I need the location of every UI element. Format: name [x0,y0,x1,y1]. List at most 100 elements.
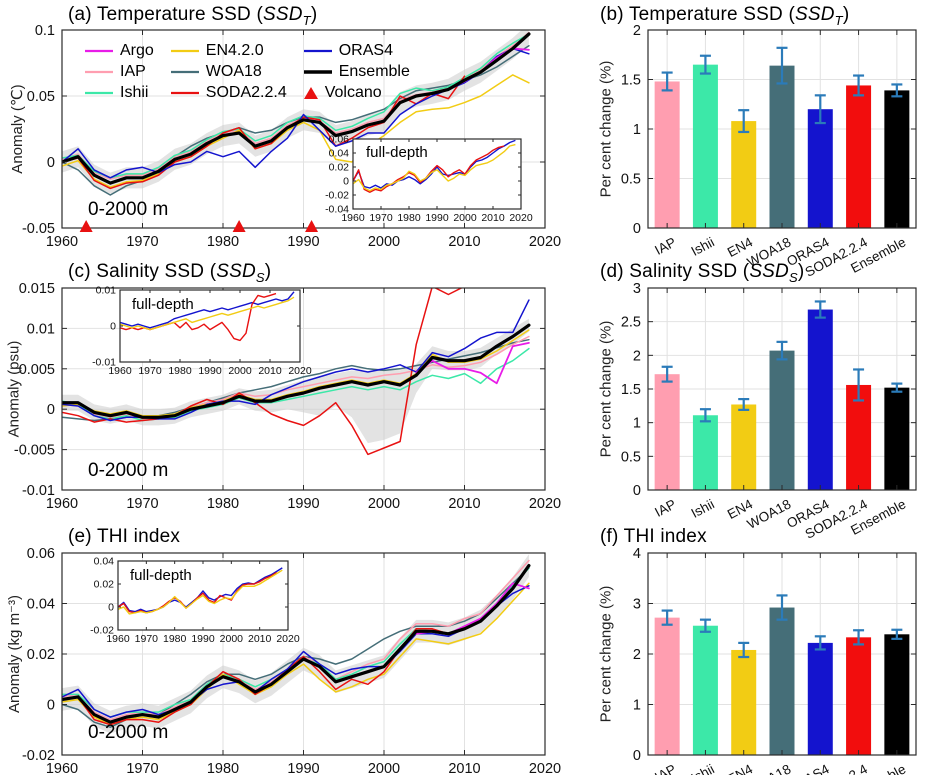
tick-label: 1970 [135,633,159,645]
panel-e-inset-label: full-depth [130,567,192,584]
series-Ishii [62,33,530,179]
category-label: IAP [652,496,678,519]
tick-label: 1980 [207,496,239,512]
volcano-marker [79,220,93,232]
tick-label: 1 [633,122,641,138]
panel-b-title: (b) Temperature SSD (SSDT) [600,4,850,28]
tick-label: 2010 [448,234,480,250]
tick-label: 2000 [368,234,400,250]
panel-b-ylabel: Per cent change (%) [597,60,615,198]
tick-label: 0 [343,176,349,188]
series-Ensemble [62,32,531,185]
panel-c-title: (c) Salinity SSD (SSDS) [68,261,272,285]
tick-label: -0.04 [325,204,349,216]
errorbar-Ishii [699,54,711,75]
tick-label: 2010 [481,212,505,224]
panel-c-series-group [62,288,531,456]
panel-d-ylabel: Per cent change (%) [597,320,615,458]
series-Ensemble [62,323,531,419]
tick-label: -0.02 [325,190,349,202]
tick-label: 2010 [448,496,480,512]
bar-Ensemble [884,634,910,755]
tick-label: 4 [633,546,641,562]
volcano-marker [305,220,319,232]
bar-ORAS4 [807,309,833,490]
tick-label: 0.015 [19,281,55,297]
panel-e-depth-annotation: 0-2000 m [88,722,169,743]
tick-label: 0 [633,483,641,499]
tick-label: 1990 [287,761,319,775]
tick-label: 0.02 [27,647,55,663]
panel-a-inset-label: full-depth [366,144,428,161]
tick-label: 1.5 [621,73,641,89]
tick-label: 0.02 [329,162,350,174]
bar-Ensemble [884,387,910,490]
tick-label: 0.02 [94,579,115,591]
panel-e-series-group [62,554,531,734]
tick-label: 1990 [198,365,222,377]
series-SODA2.2.4 [62,288,463,456]
tick-label: 1970 [369,212,393,224]
bar-ORAS4 [807,642,833,755]
tick-label: 2 [633,348,641,364]
volcano-marker [232,220,246,232]
bar-SODA2.2.4 [846,637,872,755]
series-SODA2.2.4 [62,75,466,190]
errorbar-SODA2.2.4 [853,368,865,402]
bar-WOA18 [769,65,795,228]
panel-c-ylabel: Anomaly (psu) [5,340,23,438]
tick-label: 2000 [453,212,477,224]
tick-label: 1970 [126,234,158,250]
panel-a-inset: 1960 1970 1980 1990 2000 2010 2020 -0.04 -0.02 0 0… [325,134,533,225]
errorbar-Ensemble [891,628,903,640]
panel-d-title: (d) Salinity SSD (SSDS) [600,261,805,285]
tick-label: 2020 [529,496,561,512]
errorbar-Ensemble [891,382,903,393]
errorbar-ORAS4 [814,300,826,319]
tick-label: 2010 [258,365,282,377]
tick-label: 1960 [108,365,132,377]
tick-label: 1980 [207,234,239,250]
errorbar-Ensemble [891,83,903,98]
tick-label: 1 [633,416,641,432]
panel-e-title: (e) THI index [68,526,181,547]
errorbar-EN4 [738,641,750,659]
category-label: IAP [652,761,678,775]
tick-label: 0 [110,321,116,333]
inset-series-EN4.2.0 [353,143,516,192]
panel-c-depth-annotation: 0-2000 m [88,460,169,481]
panel-f-ylabel: Per cent change (%) [597,585,615,723]
panel-f: 01234IAPIshiiEN4WOA18ORAS4SODA2.2.4Ensem… [633,546,917,775]
tick-label: 1980 [163,633,187,645]
ensemble-spread-band [62,30,529,194]
tick-label: 2010 [248,633,272,645]
tick-label: 2010 [448,761,480,775]
tick-label: 0 [47,402,55,418]
tick-label: -0.01 [92,357,116,369]
tick-label: 0.05 [27,89,55,105]
panel-c: 1960 1970 1980 1990 2000 2010 2020 -0.01 -0.005 0… [14,281,561,512]
inset-series-ORAS4 [120,291,295,329]
panel-a-ylabel: Anomaly (℃) [9,84,26,174]
tick-label: 2020 [276,633,300,645]
bar-IAP [654,617,680,755]
series-EN4.2.0 [62,582,530,726]
tick-label: 0.01 [96,285,117,297]
category-label: Ishii [689,496,717,521]
errorbar-SODA2.2.4 [853,629,865,646]
panel-c-inset: 1960 1970 1980 1990 2000 2010 2020 -0.01 0 0.01 [92,285,312,378]
panel-e-ylabel: Anomaly (kg m⁻³) [6,595,23,713]
category-label: WOA18 [745,496,794,531]
panel-a-depth-annotation: 0-2000 m [88,199,169,220]
tick-label: 1960 [46,234,78,250]
errorbar-ORAS4 [814,635,826,651]
errorbar-ORAS4 [814,94,826,125]
errorbar-WOA18 [776,340,788,361]
bar-ORAS4 [807,109,833,228]
tick-label: 0 [47,155,55,171]
tick-label: 2020 [529,761,561,775]
tick-label: 2000 [220,633,244,645]
bar-EN4 [731,404,757,490]
